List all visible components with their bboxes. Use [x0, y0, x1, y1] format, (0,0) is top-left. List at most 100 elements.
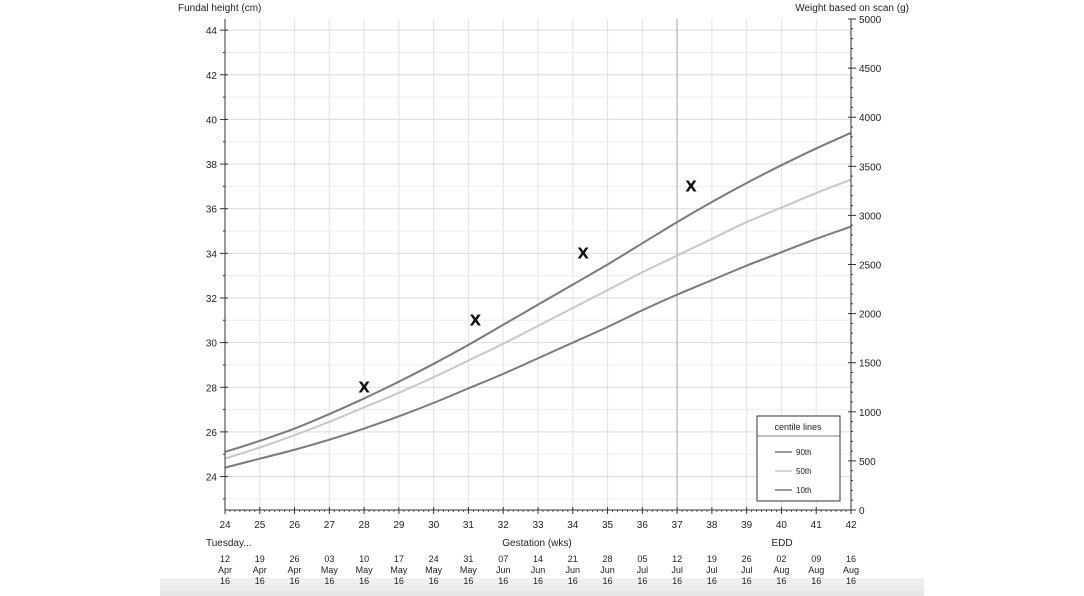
x-tick-label: 39 [741, 520, 753, 531]
date-day-label: 31 [463, 554, 473, 564]
right-tick-label: 3000 [859, 211, 882, 222]
right-tick-label: 4000 [859, 113, 882, 124]
right-tick-label: 0 [859, 506, 865, 517]
x-axis-title: Gestation (wks) [502, 538, 571, 549]
x-tick-label: 27 [324, 520, 336, 531]
x-tick-label: 42 [845, 520, 857, 531]
x-tick-label: 25 [254, 520, 266, 531]
left-tick-label: 26 [206, 428, 218, 439]
date-day-label: 12 [220, 554, 230, 564]
date-month-label: Jul [741, 565, 753, 575]
x-tick-label: 37 [672, 520, 684, 531]
fundal-height-measurement: X [358, 378, 370, 396]
right-tick-label: 1500 [859, 359, 882, 370]
left-tick-label: 40 [206, 115, 218, 126]
marker-layer: X X X X [358, 177, 697, 396]
date-day-label: 14 [533, 554, 543, 564]
date-year-label: 16 [463, 576, 473, 586]
date-day-label: 19 [255, 554, 265, 564]
left-tick-label: 36 [206, 205, 218, 216]
series-layer [224, 131, 852, 469]
date-month-label: Apr [253, 565, 267, 575]
x-tick-label: 33 [532, 520, 544, 531]
bottom-strip [160, 578, 924, 596]
left-tick-label: 30 [206, 339, 218, 350]
x-tick-label: 35 [602, 520, 614, 531]
date-year-label: 16 [429, 576, 439, 586]
legend: centile lines 90th 50th 10th [756, 415, 841, 502]
centile-line-50th [224, 178, 852, 460]
date-year-label: 16 [220, 576, 230, 586]
left-axis-title: Fundal height (cm) [178, 3, 261, 14]
legend-label-50th: 50th [796, 467, 812, 476]
x-tick-label: 40 [776, 520, 788, 531]
date-month-label: May [425, 565, 443, 575]
left-tick-label: 28 [206, 383, 218, 394]
fundal-height-measurement: X [470, 311, 482, 329]
date-year-label: 16 [324, 576, 334, 586]
date-labels: 12Apr1619Apr1626Apr1603May1610May1617May… [218, 554, 859, 586]
date-day-label: 26 [742, 554, 752, 564]
date-year-label: 16 [359, 576, 369, 586]
date-year-label: 16 [290, 576, 300, 586]
edd-label: EDD [771, 538, 792, 549]
date-day-label: 02 [776, 554, 786, 564]
date-year-label: 16 [811, 576, 821, 586]
x-tick-label: 26 [289, 520, 301, 531]
date-day-label: 12 [672, 554, 682, 564]
date-month-label: Aug [808, 565, 824, 575]
date-month-label: Jul [637, 565, 649, 575]
x-tick-label: 28 [359, 520, 371, 531]
x-tick-label: 41 [811, 520, 823, 531]
x-tick-label: 32 [498, 520, 510, 531]
date-month-label: Jun [531, 565, 546, 575]
date-month-label: Jun [496, 565, 511, 575]
date-day-label: 26 [290, 554, 300, 564]
date-month-label: Jul [706, 565, 718, 575]
x-tick-label: 34 [567, 520, 579, 531]
date-year-label: 16 [394, 576, 404, 586]
x-tick-label: 36 [637, 520, 649, 531]
date-month-label: Apr [288, 565, 302, 575]
axis-layer: 24 26 28 30 32 34 36 38 40 42 44 0 500 1000 1500 2000 25… [206, 15, 882, 531]
date-year-label: 16 [255, 576, 265, 586]
legend-entries: 90th 50th 10th [775, 448, 812, 495]
date-year-label: 16 [603, 576, 613, 586]
legend-box [756, 415, 841, 502]
date-year-label: 16 [533, 576, 543, 586]
date-day-label: 19 [707, 554, 717, 564]
date-month-label: Jul [671, 565, 683, 575]
date-day-label: 10 [359, 554, 369, 564]
date-year-label: 16 [672, 576, 682, 586]
right-tick-label: 1000 [859, 408, 882, 419]
x-tick-label: 24 [219, 520, 231, 531]
centile-line-90th [224, 131, 852, 453]
date-day-label: 03 [324, 554, 334, 564]
date-month-label: May [356, 565, 374, 575]
date-day-label: 17 [394, 554, 404, 564]
left-tick-label: 24 [206, 473, 218, 484]
date-year-label: 16 [776, 576, 786, 586]
date-day-label: 09 [811, 554, 821, 564]
left-tick-label: 38 [206, 160, 218, 171]
legend-label-10th: 10th [796, 486, 812, 495]
left-tick-label: 42 [206, 71, 218, 82]
right-tick-label: 2000 [859, 310, 882, 321]
date-day-label: 07 [498, 554, 508, 564]
left-tick-label: 34 [206, 249, 218, 260]
date-month-label: Jun [566, 565, 581, 575]
right-tick-label: 2500 [859, 261, 882, 272]
date-year-label: 16 [742, 576, 752, 586]
x-tick-label: 31 [463, 520, 475, 531]
date-year-label: 16 [568, 576, 578, 586]
right-tick-label: 500 [859, 457, 876, 468]
x-tick-label: 38 [706, 520, 718, 531]
x-tick-label: 30 [428, 520, 440, 531]
date-month-label: Apr [218, 565, 232, 575]
date-month-label: Aug [773, 565, 789, 575]
date-month-label: May [460, 565, 478, 575]
right-tick-label: 5000 [859, 15, 882, 26]
date-year-label: 16 [707, 576, 717, 586]
date-day-label: 16 [846, 554, 856, 564]
